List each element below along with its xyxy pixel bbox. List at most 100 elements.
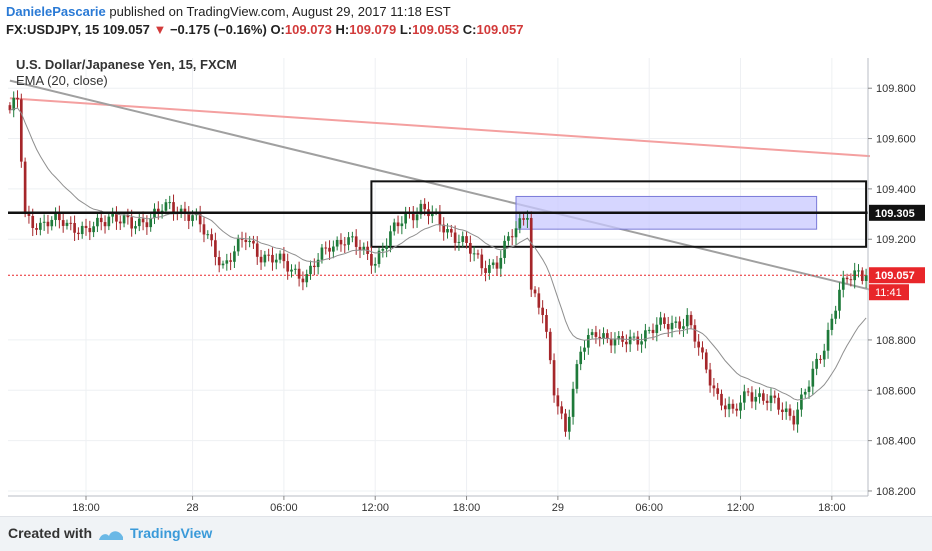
- candle-body: [88, 228, 92, 233]
- candle-body: [126, 215, 130, 218]
- candle-body: [556, 395, 560, 407]
- candle-body: [716, 388, 720, 394]
- price-tick-label: 109.600: [876, 134, 916, 146]
- candle-body: [411, 213, 415, 221]
- high-label: H:: [335, 22, 350, 37]
- tradingview-logo-icon[interactable]: [97, 525, 125, 548]
- candle-body: [35, 228, 38, 230]
- publish-info: DanielePascarie published on TradingView…: [6, 4, 451, 19]
- candle-body: [449, 229, 453, 233]
- candle-body: [16, 97, 19, 100]
- candle-body: [720, 393, 723, 406]
- candle-body: [27, 212, 31, 216]
- candle-body: [130, 217, 134, 229]
- candle-body: [727, 403, 731, 410]
- candle-body: [586, 335, 590, 348]
- candle-body: [514, 228, 518, 238]
- candle-body: [488, 265, 491, 273]
- candle-body: [312, 265, 316, 268]
- time-tick-label: 18:00: [72, 502, 100, 514]
- upper-red-trendline: [9, 97, 870, 158]
- plot-area[interactable]: [8, 58, 868, 496]
- candle-body: [19, 99, 23, 162]
- candle-body: [853, 270, 857, 281]
- price-chart[interactable]: 109.800 109.600 109.400 109.200 108.800 108.6…: [0, 0, 932, 516]
- candle-body: [187, 213, 191, 221]
- candle-body: [857, 270, 860, 272]
- candle-body: [545, 315, 548, 332]
- candle-body: [137, 218, 141, 227]
- candle-body: [567, 416, 571, 432]
- candle-body: [392, 222, 396, 232]
- candle-body: [583, 347, 586, 352]
- level-marker-badge: [869, 204, 925, 221]
- candle-body: [693, 325, 697, 342]
- candle-body: [773, 395, 777, 398]
- candle-body: [849, 279, 853, 281]
- candle-body: [674, 321, 678, 323]
- last-price: 109.057: [102, 22, 150, 37]
- candle-body: [762, 393, 765, 401]
- candle-body: [290, 269, 293, 272]
- candle-body: [529, 217, 533, 290]
- candle-body: [731, 403, 735, 409]
- candle-body: [579, 351, 583, 365]
- candle-body: [507, 236, 510, 241]
- candle-body: [347, 237, 350, 245]
- candle-body: [533, 289, 537, 294]
- candle-body: [453, 232, 457, 243]
- candle-body: [278, 253, 282, 260]
- consolidation-box: [370, 180, 868, 248]
- open-value: 109.073: [284, 22, 332, 37]
- candle-body: [606, 333, 609, 339]
- candle-body: [522, 218, 525, 220]
- candle-body: [46, 221, 50, 227]
- grid: [8, 58, 868, 496]
- candle-body: [332, 246, 335, 252]
- candle-body: [537, 293, 541, 308]
- candle-body: [396, 222, 400, 227]
- candle-body: [739, 402, 742, 411]
- candle-body: [286, 261, 290, 272]
- tradingview-brand[interactable]: TradingView: [130, 525, 213, 541]
- candle-body: [689, 314, 693, 326]
- candle-body: [31, 215, 35, 229]
- candle-body: [80, 225, 84, 235]
- price-tick-label: 109.200: [876, 234, 916, 246]
- candle-body: [267, 254, 270, 256]
- time-tick-label: 12:00: [727, 502, 755, 514]
- candle-body: [678, 321, 681, 329]
- candle-body: [746, 391, 750, 393]
- price-tick-label: 108.600: [876, 385, 916, 397]
- candle-body: [8, 105, 12, 111]
- candle-body: [860, 270, 864, 281]
- candle-body: [370, 253, 373, 266]
- candle-body: [609, 338, 613, 346]
- candle-body: [541, 307, 544, 316]
- candle-body: [206, 234, 210, 236]
- candle-body: [172, 202, 175, 213]
- candle-body: [73, 223, 76, 233]
- bar-countdown-value: 11:41: [875, 287, 902, 299]
- candle-body: [309, 265, 312, 275]
- time-tick-label: 29: [552, 502, 564, 514]
- candle-body: [160, 210, 164, 212]
- candle-body: [560, 406, 564, 414]
- candle-body: [800, 394, 803, 410]
- candle-body: [723, 405, 727, 410]
- high-value: 109.079: [349, 22, 397, 37]
- candle-body: [552, 360, 556, 396]
- candle-body: [663, 317, 666, 324]
- candle-body: [305, 274, 309, 283]
- candle-body: [815, 358, 818, 369]
- last-price-badge: [869, 267, 925, 284]
- candle-body: [236, 238, 240, 252]
- candles: [8, 90, 868, 440]
- close-value: 109.057: [476, 22, 524, 37]
- candle-body: [838, 289, 841, 311]
- candle-body: [12, 97, 16, 111]
- ema-line: [9, 107, 867, 401]
- candle-body: [781, 409, 784, 413]
- author-link[interactable]: DanielePascarie: [6, 4, 106, 19]
- candle-body: [758, 393, 761, 397]
